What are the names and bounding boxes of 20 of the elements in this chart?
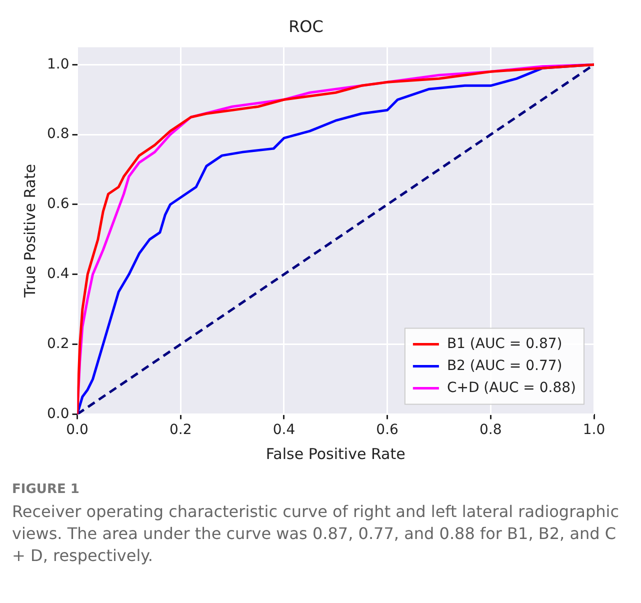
x-tick-label: 0.8 bbox=[480, 422, 502, 438]
caption: FIGURE 1 bbox=[12, 482, 80, 497]
x-tick-label: 0.2 bbox=[169, 422, 192, 438]
y-tick-label: 0.2 bbox=[47, 336, 70, 352]
legend-label: B2 (AUC = 0.77) bbox=[446, 358, 562, 374]
text: Receiver operating characteristic curve of right and left lateral radiographic views. The area under the curve was 0.87, 0.77, and 0.88 for B1, B2, and C + D, respectively. bbox=[12, 501, 620, 567]
x-axis-title: False Positive Rate bbox=[266, 444, 406, 463]
y-tick-label: 0.8 bbox=[47, 126, 70, 142]
legend-label: B1 (AUC = 0.87) bbox=[446, 336, 562, 352]
x-tick-label: 1.0 bbox=[582, 422, 606, 438]
y-tick-label: 0.4 bbox=[47, 266, 70, 282]
y-tick-label: 0.0 bbox=[47, 406, 70, 422]
legend-label: C+D (AUC = 0.88) bbox=[446, 380, 576, 396]
x-tick-label: 0.4 bbox=[272, 422, 296, 438]
chart-title: ROC bbox=[288, 16, 324, 36]
y-tick-label: 0.6 bbox=[47, 196, 70, 212]
x-tick-label: 0.0 bbox=[66, 422, 88, 438]
y-axis-title: True Positive Rate bbox=[20, 164, 39, 299]
x-tick-label: 0.6 bbox=[376, 422, 399, 438]
y-tick-label: 1.0 bbox=[47, 56, 70, 72]
